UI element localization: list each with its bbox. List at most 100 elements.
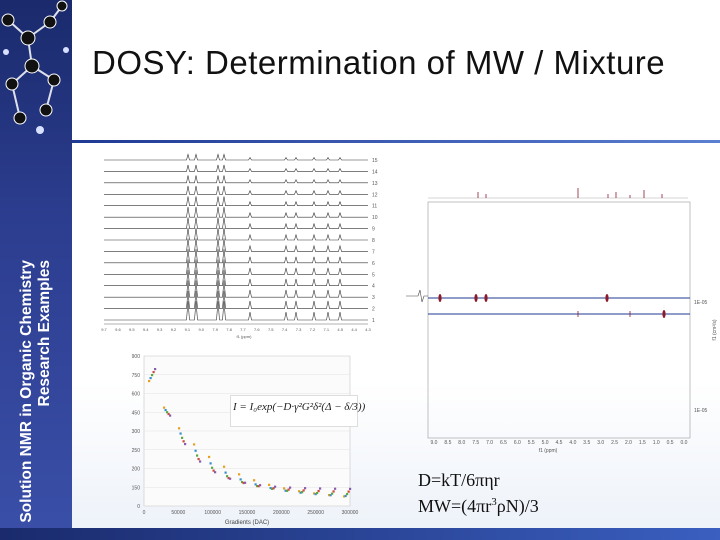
dosy-map: 1E-05 1E-05 f1 (cm²/s) 9.0 8.5 8.0 7.5 7.0 6.5 6.…: [406, 188, 718, 454]
dosy-x-tick: 8.0: [458, 440, 465, 446]
dosy-cross-peak: [605, 294, 609, 302]
spectrum-trace: [104, 206, 368, 218]
spectrum-row-label: 2: [372, 307, 375, 313]
data-point: [184, 442, 187, 446]
spectrum-trace: [104, 153, 368, 161]
spectrum-trace: [104, 269, 368, 287]
title-divider: [72, 140, 720, 143]
data-point: [224, 471, 227, 474]
spectrum-trace: [104, 164, 368, 172]
spectrum-row-label: 6: [372, 261, 375, 267]
stacked-spectra: 15 14 13 12 11 10 9 8 7 6 5 4 3 2 1 9.7 9.6 9.5 9.4 9.3 9.2 9…: [101, 153, 378, 339]
diffusion-formula: D=kT/6πηr: [418, 470, 500, 490]
mw-formula: MW=(4πr3ρN)/3: [418, 496, 539, 517]
plot-y-tick: 250: [132, 448, 141, 454]
data-point: [197, 457, 200, 461]
side-band: [0, 0, 72, 540]
mw-formula-prefix: MW=(4πr: [418, 496, 492, 516]
spectrum-row-label: 13: [372, 181, 378, 187]
dosy-x-tick: 9.0: [431, 440, 438, 446]
data-point: [149, 377, 152, 380]
data-point: [314, 493, 317, 496]
data-point: [226, 475, 229, 478]
dosy-x-tick: 1.5: [639, 440, 646, 446]
data-point: [328, 494, 331, 497]
data-point: [164, 408, 167, 412]
data-point: [212, 469, 215, 472]
spectra-x-tick: 7.9: [212, 327, 218, 332]
data-point: [148, 380, 151, 383]
spectra-x-tick: 9.0: [198, 327, 204, 332]
dosy-y-axis-label: f1 (cm²/s): [712, 319, 718, 340]
plot-x-tick: 250000: [307, 510, 324, 516]
data-point: [343, 495, 346, 498]
spectra-x-tick: 9.6: [115, 327, 121, 332]
dosy-x-tick: 5.0: [542, 440, 549, 446]
data-point: [193, 443, 196, 446]
spectra-x-tick: 7.2: [310, 327, 316, 332]
spectra-x-tick: 7.3: [296, 327, 302, 332]
spectra-x-tick: 4.3: [365, 327, 371, 332]
data-point: [257, 485, 260, 488]
equation-box: [230, 395, 358, 427]
data-point: [271, 487, 274, 490]
data-point: [317, 489, 320, 493]
data-point: [347, 490, 350, 493]
data-point: [268, 483, 271, 486]
data-point: [179, 432, 182, 435]
dosy-x-tick: 4.5: [556, 440, 563, 446]
data-point: [199, 460, 202, 463]
side-caption: Solution NMR in Organic Chemistry Resear…: [14, 150, 58, 540]
spectrum-trace: [104, 217, 368, 229]
data-point: [301, 491, 304, 494]
data-point: [286, 489, 289, 492]
dosy-x-tick: 3.5: [583, 440, 590, 446]
data-point: [214, 471, 217, 474]
spectrum-row-label: 8: [372, 238, 375, 244]
dosy-x-tick: 3.0: [597, 440, 604, 446]
data-point: [152, 371, 155, 374]
data-point: [334, 487, 337, 490]
data-point: [302, 489, 305, 492]
plot-x-label: Gradients (DAC): [225, 520, 269, 526]
data-point: [313, 492, 316, 495]
spectrum-trace: [104, 185, 368, 195]
spectra-x-tick: 9.4: [143, 327, 149, 332]
spectrum-row-label: 15: [372, 158, 378, 164]
plot-y-tick: 600: [132, 392, 141, 398]
side-caption-line2: Research Examples: [36, 260, 53, 407]
side-caption-line1: Solution NMR in Organic Chemistry: [18, 260, 35, 523]
dosy-y-label-bottom: 1E-05: [694, 408, 708, 414]
spectrum-trace: [104, 301, 368, 321]
data-point: [169, 414, 172, 417]
spectra-x-tick: 4.4: [351, 327, 357, 332]
data-point: [331, 492, 334, 495]
data-point: [254, 483, 257, 486]
data-point: [182, 440, 185, 443]
data-point: [259, 484, 262, 487]
data-point: [181, 436, 184, 439]
spectrum-row-label: 3: [372, 295, 375, 301]
stejskal-tanner-equation: I = I₀exp(−D·γ²G²δ²(Δ − δ/3)): [233, 401, 366, 413]
spectrum-row-label: 10: [372, 215, 378, 221]
data-point: [253, 479, 256, 482]
spectrum-trace: [104, 227, 368, 241]
data-point: [227, 477, 230, 480]
dosy-x-tick: 4.0: [569, 440, 576, 446]
molecule-graphic: [1, 0, 69, 134]
spectrum-trace: [104, 290, 368, 309]
data-point: [241, 480, 244, 484]
spectrum-trace: [104, 280, 368, 298]
plot-x-tick: 100000: [204, 510, 221, 516]
spectrum-row-label: 14: [372, 169, 378, 175]
dosy-x-tick: 7.5: [472, 440, 479, 446]
mw-formula-suffix: ρN)/3: [496, 496, 539, 516]
spectrum-trace: [104, 196, 368, 207]
spectra-x-tick: 7.5: [268, 327, 274, 332]
data-point: [319, 487, 322, 490]
spectra-x-tick: 9.2: [171, 327, 177, 332]
data-point: [211, 466, 214, 469]
data-point: [244, 481, 247, 484]
data-point: [287, 488, 290, 491]
plot-x-tick: 300000: [342, 510, 359, 516]
